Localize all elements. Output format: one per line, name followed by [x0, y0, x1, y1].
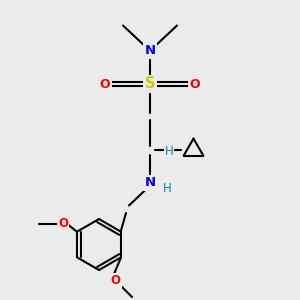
- Text: O: O: [190, 77, 200, 91]
- Text: H: H: [164, 145, 173, 158]
- Text: N: N: [144, 176, 156, 190]
- Text: S: S: [145, 76, 155, 92]
- Text: O: O: [110, 274, 121, 287]
- Text: O: O: [58, 217, 68, 230]
- Text: N: N: [144, 44, 156, 58]
- Text: H: H: [163, 182, 171, 196]
- Text: O: O: [100, 77, 110, 91]
